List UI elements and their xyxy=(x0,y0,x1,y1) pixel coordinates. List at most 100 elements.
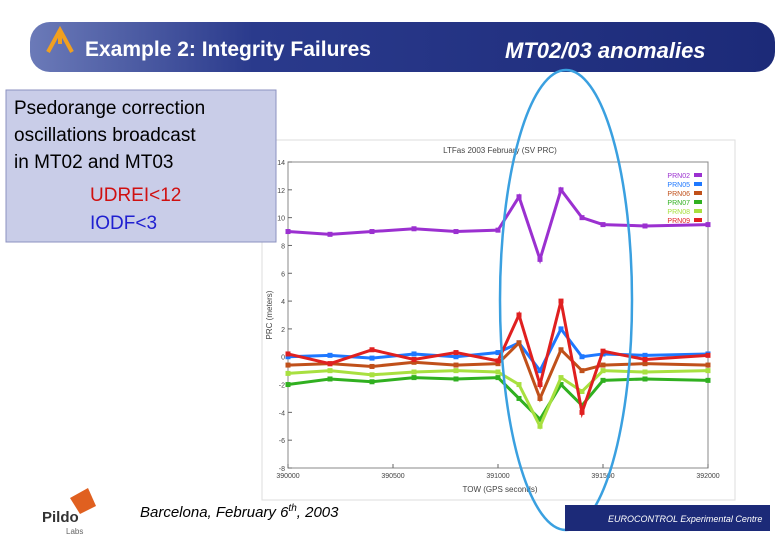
data-point xyxy=(495,358,501,364)
data-point xyxy=(285,370,291,376)
callout-line: in MT02 and MT03 xyxy=(14,152,173,173)
callout-item: UDREI<12 xyxy=(90,185,181,206)
data-point xyxy=(495,227,501,233)
legend-swatch xyxy=(694,200,702,204)
footer-text: , 2003 xyxy=(297,504,339,521)
y-tick-label: -2 xyxy=(279,383,285,390)
data-point xyxy=(285,229,291,235)
y-tick-label: 0 xyxy=(281,355,285,362)
data-point xyxy=(705,362,711,368)
chart-frame xyxy=(261,139,736,501)
header-icon xyxy=(46,25,74,53)
data-point xyxy=(537,368,543,374)
data-point xyxy=(516,382,522,388)
data-point xyxy=(537,395,543,401)
data-point xyxy=(642,352,648,358)
callout-item: IODF<3 xyxy=(90,213,157,234)
data-point xyxy=(495,375,501,381)
data-point xyxy=(495,369,501,375)
logo-text: Pildo xyxy=(42,509,79,526)
y-tick-label: 12 xyxy=(277,188,285,195)
data-point xyxy=(369,379,375,385)
data-point xyxy=(600,368,606,374)
data-point xyxy=(537,382,543,388)
data-point xyxy=(411,359,417,365)
data-point xyxy=(411,375,417,381)
data-point xyxy=(516,194,522,200)
data-point xyxy=(285,354,291,360)
data-point xyxy=(327,361,333,367)
x-tick-label: 390000 xyxy=(276,473,299,480)
legend-label: PRN07 xyxy=(667,200,690,207)
data-point xyxy=(453,368,459,374)
legend-swatch xyxy=(694,218,702,222)
legend-label: PRN09 xyxy=(667,218,690,225)
data-point xyxy=(411,351,417,357)
data-point xyxy=(579,368,585,374)
data-point xyxy=(537,256,543,262)
data-point xyxy=(579,354,585,360)
data-point xyxy=(558,187,564,193)
x-tick-label: 391000 xyxy=(486,473,509,480)
y-tick-label: -4 xyxy=(279,410,285,417)
data-point xyxy=(705,377,711,383)
x-axis-label: TOW (GPS seconds) xyxy=(463,485,538,494)
data-point xyxy=(453,362,459,368)
data-point xyxy=(369,347,375,353)
data-point xyxy=(558,347,564,353)
x-tick-label: 392000 xyxy=(696,473,719,480)
chart-title: LTFas 2003 February (SV PRC) xyxy=(443,146,557,155)
data-point xyxy=(516,395,522,401)
data-point xyxy=(516,312,522,318)
data-point xyxy=(705,352,711,358)
data-point xyxy=(558,375,564,381)
data-point xyxy=(369,229,375,235)
header-band xyxy=(30,22,775,72)
data-point xyxy=(453,229,459,235)
data-point xyxy=(411,357,417,363)
y-tick-label: -8 xyxy=(279,466,285,473)
y-axis-label: PRC (meters) xyxy=(265,290,274,339)
data-point xyxy=(369,363,375,369)
data-point xyxy=(600,348,606,354)
data-point xyxy=(495,350,501,356)
legend-swatch xyxy=(694,191,702,195)
data-point xyxy=(642,361,648,367)
data-point xyxy=(327,376,333,382)
data-point xyxy=(285,351,291,357)
data-point xyxy=(642,369,648,375)
data-point xyxy=(369,355,375,361)
data-point xyxy=(705,222,711,228)
y-tick-label: 6 xyxy=(281,271,285,278)
slide-title: Example 2: Integrity Failures xyxy=(85,38,371,61)
data-point xyxy=(600,362,606,368)
callout-line: oscillations broadcast xyxy=(14,125,196,146)
data-point xyxy=(453,376,459,382)
y-tick-label: -6 xyxy=(279,438,285,445)
data-point xyxy=(516,340,522,346)
y-tick-label: 10 xyxy=(277,216,285,223)
legend-label: PRN06 xyxy=(667,191,690,198)
y-tick-label: 8 xyxy=(281,243,285,250)
data-point xyxy=(453,354,459,360)
data-point xyxy=(600,222,606,228)
data-point xyxy=(579,215,585,221)
data-point xyxy=(642,376,648,382)
legend-swatch xyxy=(694,182,702,186)
data-point xyxy=(453,350,459,356)
legend-swatch xyxy=(694,209,702,213)
logo-band xyxy=(565,505,770,531)
data-point xyxy=(579,389,585,394)
logo-subtext: Labs xyxy=(66,527,83,536)
legend-label: PRN08 xyxy=(667,209,690,216)
data-point xyxy=(411,226,417,232)
data-point xyxy=(642,357,648,363)
logo-text: EUROCONTROL Experimental Centre xyxy=(608,514,762,524)
data-point xyxy=(579,409,585,415)
data-point xyxy=(558,382,564,388)
callout-line: Psedorange correction xyxy=(14,98,205,119)
data-point xyxy=(327,352,333,358)
slide-subtitle: MT02/03 anomalies xyxy=(505,38,706,63)
x-tick-label: 390500 xyxy=(381,473,404,480)
logo-mark xyxy=(70,488,96,514)
